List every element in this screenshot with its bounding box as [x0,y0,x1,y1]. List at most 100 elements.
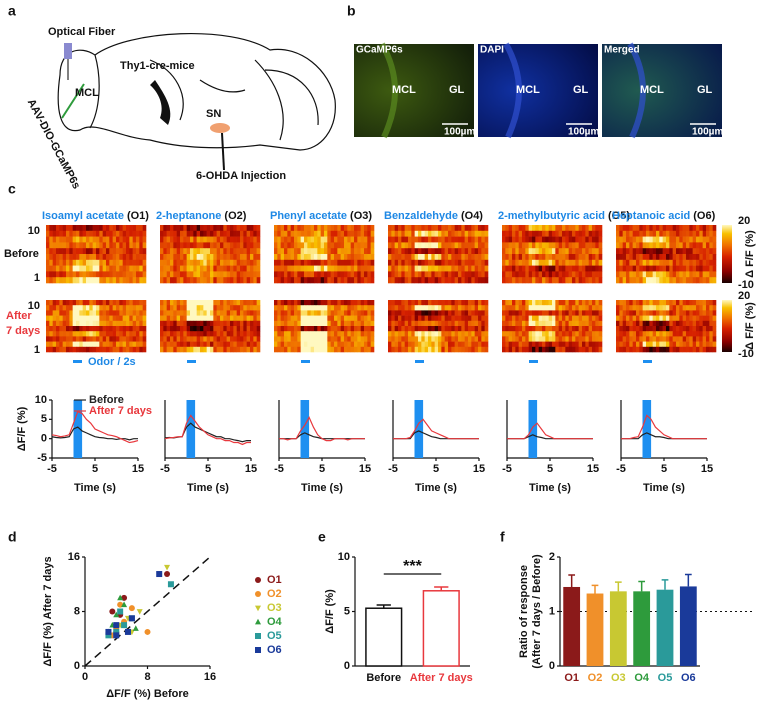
heatmap-cell [281,266,285,272]
heatmap-cell [190,326,194,332]
heatmap-cell [438,326,442,332]
heatmap-cell [599,231,603,237]
heatmap-cell [643,248,647,254]
panel-label: f [500,529,505,545]
heatmap-cell [220,336,224,342]
heatmap-cell [626,336,630,342]
heatmap-cell [223,277,227,283]
heatmap-cell [585,310,589,316]
heatmap-cell [163,254,167,260]
heatmap-cell [243,310,247,316]
heatmap-cell [274,237,278,243]
heatmap-cell [177,260,181,266]
heatmap-cell [552,316,556,322]
heatmap-cell [63,271,67,277]
heatmap-cell [341,277,345,283]
heatmap-cell [706,225,710,231]
heatmap-cell [653,321,657,327]
layer-label: GL [573,84,589,96]
heatmap-cell [113,225,117,231]
heatmap-cell [619,347,623,353]
heatmap-cell [535,316,539,322]
heatmap-cell [545,237,549,243]
heatmap-cell [304,347,308,353]
heatmap-cell [623,237,627,243]
heatmap-cell [69,242,73,248]
heatmap-cell [347,242,351,248]
heatmap-cell [133,225,137,231]
point [168,581,174,587]
heatmap-cell [465,326,469,332]
odor-bar [529,360,538,363]
heatmap-cell [475,266,479,272]
heatmap-cell [247,300,251,306]
heatmap-cell [679,260,683,266]
heatmap-cell [709,248,713,254]
heatmap-cell [311,237,315,243]
heatmap-cell [257,342,261,348]
heatmap-cell [676,254,680,260]
heatmap-cell [575,242,579,248]
heatmap-cell [86,300,90,306]
heatmap-cell [585,260,589,266]
heatmap-cell [502,260,506,266]
heatmap-cell [83,300,87,306]
y-axis-label: ΔF/F (%) [324,589,336,634]
heatmap-cell [552,331,556,337]
heatmap-cell [170,271,174,277]
heatmap-cell [287,260,291,266]
heatmap-cell [398,225,402,231]
heatmap-cell [689,266,693,272]
legend-marker [255,619,261,625]
heatmap-cell [357,316,361,322]
heatmap-cell [317,326,321,332]
heatmap-cell [139,260,143,266]
heatmap-cell [126,266,130,272]
heatmap-cell [542,254,546,260]
heatmap-cell [505,254,509,260]
bar [610,591,627,666]
heatmap-cell [274,326,278,332]
heatmap-cell [123,321,127,327]
heatmap-cell [59,237,63,243]
panel-label: d [8,529,17,545]
heatmap-cell [485,271,489,277]
heatmap-cell [76,271,80,277]
heatmap-cell [119,266,123,272]
heatmap-cell [428,300,432,306]
heatmap-cell [585,342,589,348]
heatmap-cell [696,237,700,243]
heatmap-cell [223,242,227,248]
heatmap-cell [679,237,683,243]
heatmap-cell [706,342,710,348]
heatmap-cell [435,260,439,266]
heatmap-cell [230,336,234,342]
heatmap-cell [579,305,583,311]
heatmap-cell [324,237,328,243]
heatmap-cell [321,316,325,322]
odor-bar [643,360,652,363]
heatmap-cell [579,266,583,272]
heatmap-cell [180,336,184,342]
heatmap-cell [139,225,143,231]
heatmap-cell [123,225,127,231]
heatmap-cell [455,237,459,243]
layer-label: GL [449,84,465,96]
heatmap-cell [545,336,549,342]
heatmap-cell [163,260,167,266]
heatmap-cell [331,305,335,311]
heatmap-cell [589,316,593,322]
heatmap-cell [274,342,278,348]
heatmap-cell [441,225,445,231]
heatmap-cell [438,305,442,311]
heatmap-cell [525,305,529,311]
heatmap-cell [535,277,539,283]
heatmap-cell [589,260,593,266]
heatmap-cell [311,316,315,322]
heatmap-cell [274,336,278,342]
heatmap-cell [167,336,171,342]
heatmap-cell [512,326,516,332]
heatmap-cell [213,300,217,306]
heatmap-cell [96,316,100,322]
heatmap-cell [388,260,392,266]
